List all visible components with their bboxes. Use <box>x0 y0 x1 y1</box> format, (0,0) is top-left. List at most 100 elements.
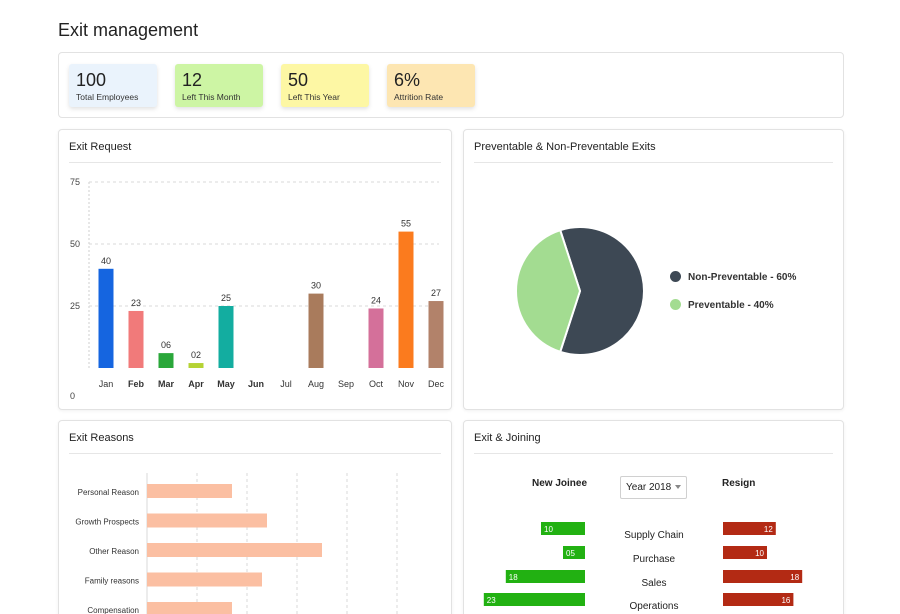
bar-reason <box>147 513 267 528</box>
panel-title: Preventable & Non-Preventable Exits <box>474 141 656 153</box>
bar-reason <box>147 484 232 498</box>
exit-reasons-panel: Exit Reasons Personal Reason Growth Prosp… <box>58 420 452 614</box>
bar-reason <box>147 572 262 587</box>
new-joinee-heading: New Joinee <box>532 478 588 489</box>
category-label: Supply Chain <box>624 530 683 541</box>
data-label: 16 <box>781 596 790 605</box>
x-tick-label: Nov <box>398 379 415 389</box>
legend-label: Preventable - 40% <box>688 300 774 311</box>
category-label: Other Reason <box>89 547 139 556</box>
data-label: 55 <box>401 219 411 229</box>
resign-heading: Resign <box>722 478 756 489</box>
bar-nov <box>398 231 414 368</box>
preventable-pie-chart <box>515 226 645 356</box>
x-tick-label: Jun <box>248 379 264 389</box>
y-tick-label: 0 <box>70 391 75 401</box>
bar-oct <box>368 308 384 368</box>
data-label: 40 <box>101 256 111 266</box>
exit-joining-panel: Exit & Joining New Joinee Resign Year 20… <box>463 420 844 614</box>
panel-title: Exit Reasons <box>69 432 134 444</box>
bar-jan <box>98 268 114 368</box>
category-label: Purchase <box>633 554 676 565</box>
category-label: Sales <box>641 578 666 589</box>
stat-value: 50 <box>288 70 309 90</box>
divider <box>474 162 833 163</box>
legend-swatch <box>670 299 681 310</box>
stat-card-left-this-month[interactable]: 12 Left This Month <box>175 64 263 107</box>
bar-may <box>218 306 234 368</box>
bar-feb <box>128 310 144 368</box>
exit-reasons-chart: Personal Reason Growth Prospects Other Rea… <box>75 473 398 614</box>
panel-title: Exit & Joining <box>474 432 541 444</box>
bar-resign <box>723 593 794 606</box>
stat-card-total-employees[interactable]: 100 Total Employees <box>69 64 157 107</box>
stat-card-left-this-year[interactable]: 50 Left This Year <box>281 64 369 107</box>
data-label: 27 <box>431 288 441 298</box>
bar-new-joinee <box>483 593 585 606</box>
data-label: 25 <box>221 293 231 303</box>
legend-swatch <box>670 271 681 282</box>
stat-value: 12 <box>182 70 203 90</box>
exit-request-panel: Exit Request 75 50 25 0 40 Jan 23 Feb 06 Mar 02 Apr… <box>58 129 452 410</box>
x-tick-label: Mar <box>158 379 175 389</box>
legend-label: Non-Preventable - 60% <box>688 272 797 283</box>
data-label: 23 <box>487 596 496 605</box>
bar-reason <box>147 543 322 557</box>
stat-card-attrition-rate[interactable]: 6% Attrition Rate <box>387 64 475 107</box>
y-tick-label: 75 <box>70 177 80 187</box>
stat-value: 6% <box>394 70 421 90</box>
chevron-down-icon <box>675 485 681 489</box>
category-label: Operations <box>630 601 679 612</box>
stat-label: Total Employees <box>76 92 139 102</box>
x-tick-label: Jan <box>99 379 114 389</box>
panel-title: Exit Request <box>69 141 132 153</box>
year-select-value: Year 2018 <box>626 482 672 493</box>
data-label: 05 <box>566 549 575 558</box>
bar-dec <box>428 301 444 368</box>
pie-slice <box>515 228 582 354</box>
bar-resign <box>723 522 776 535</box>
data-label: 18 <box>790 573 799 582</box>
divider <box>69 453 441 454</box>
bar-mar <box>158 353 174 368</box>
x-tick-label: Dec <box>428 379 445 389</box>
data-label: 10 <box>755 549 764 558</box>
bar-reason <box>147 602 232 614</box>
exit-request-chart: 75 50 25 0 40 Jan 23 Feb 06 Mar 02 Apr 25 May Jun Jul 30… <box>70 177 445 401</box>
year-select[interactable]: Year 2018 <box>620 476 687 499</box>
divider <box>69 162 441 163</box>
stat-label: Attrition Rate <box>394 92 444 102</box>
x-tick-label: Feb <box>128 379 145 389</box>
y-tick-label: 25 <box>70 301 80 311</box>
category-label: Compensation <box>87 606 139 614</box>
data-label: 10 <box>544 525 553 534</box>
data-label: 30 <box>311 281 321 291</box>
preventable-panel: Preventable & Non-Preventable Exits Non-… <box>463 129 844 410</box>
bar-new-joinee <box>563 546 585 559</box>
data-label: 06 <box>161 340 171 350</box>
data-label: 24 <box>371 295 381 305</box>
pie-slice <box>558 226 645 356</box>
y-tick-label: 50 <box>70 239 80 249</box>
x-tick-label: Sep <box>338 379 354 389</box>
bar-apr <box>188 363 204 368</box>
exit-joining-chart: Supply Chain 10 12 Purchase 05 10 Sales 18 18 Ope… <box>483 522 803 612</box>
x-tick-label: Jul <box>280 379 292 389</box>
data-label: 02 <box>191 350 201 360</box>
legend-item-preventable: Preventable - 40% <box>670 299 774 311</box>
stat-label: Left This Year <box>288 92 340 102</box>
bar-aug <box>308 293 324 368</box>
category-label: Family reasons <box>85 577 139 586</box>
stats-panel: 100 Total Employees 12 Left This Month 5… <box>58 52 844 118</box>
category-label: Growth Prospects <box>75 518 139 527</box>
divider <box>474 453 833 454</box>
stat-value: 100 <box>76 70 107 90</box>
x-tick-label: Aug <box>308 379 324 389</box>
bar-resign <box>723 546 767 559</box>
category-label: Personal Reason <box>78 488 139 497</box>
x-tick-label: Apr <box>188 379 204 389</box>
page-title: Exit management <box>58 20 199 40</box>
bar-new-joinee <box>505 570 585 583</box>
legend-item-non-preventable: Non-Preventable - 60% <box>670 271 796 283</box>
bar-new-joinee <box>541 522 585 535</box>
